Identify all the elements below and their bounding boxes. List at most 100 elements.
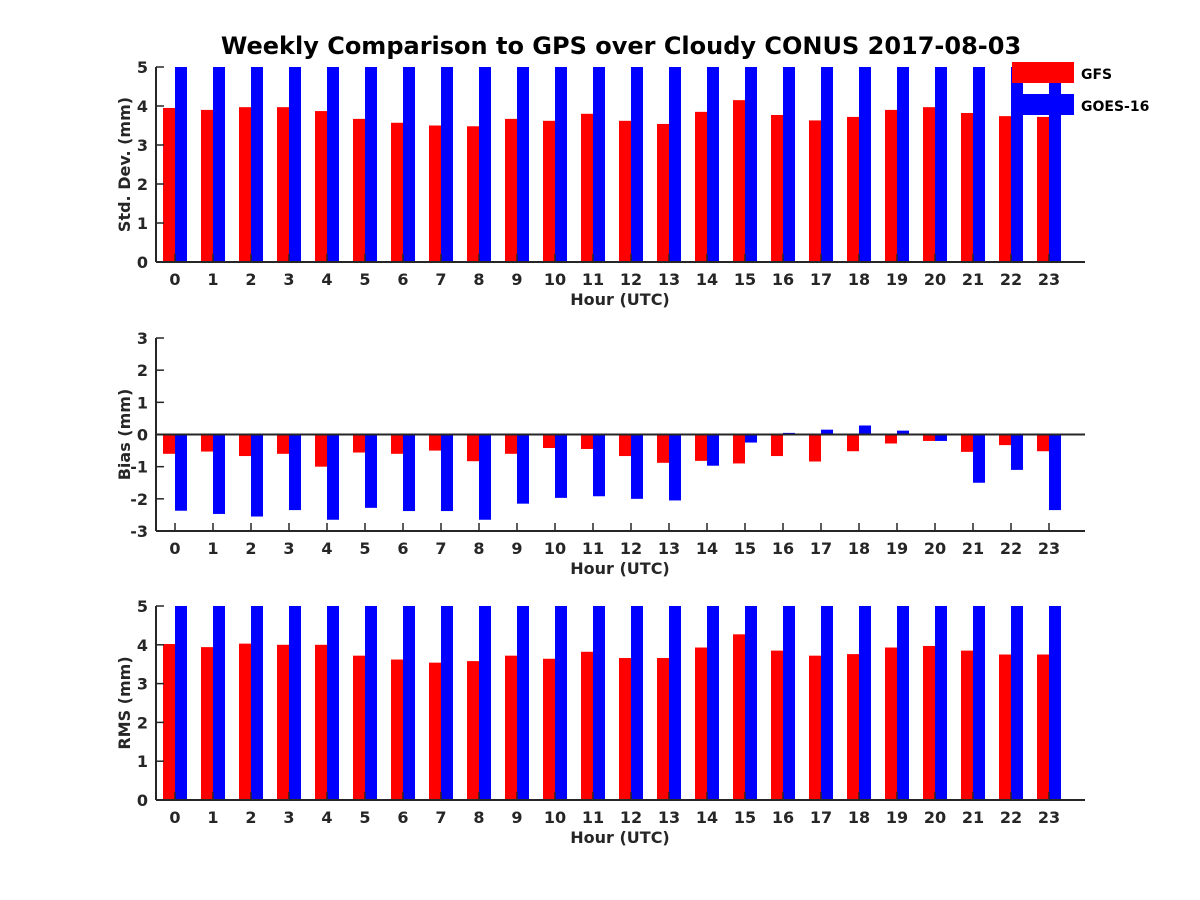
bar-goes16-23 xyxy=(1049,67,1061,262)
bar-goes16-18 xyxy=(859,425,871,435)
y-tick-label: 5 xyxy=(137,597,148,616)
bar-goes16-1 xyxy=(213,67,225,262)
bar-goes16-14 xyxy=(707,67,719,262)
bar-gfs-4 xyxy=(315,434,327,467)
bar-gfs-17 xyxy=(809,434,821,462)
x-tick-label: 5 xyxy=(359,808,370,827)
x-tick-label: 8 xyxy=(473,270,484,289)
bar-gfs-14 xyxy=(695,647,707,800)
bar-goes16-14 xyxy=(707,434,719,466)
bar-goes16-23 xyxy=(1049,434,1061,511)
bar-goes16-10 xyxy=(555,434,567,498)
bar-goes16-4 xyxy=(327,434,339,520)
bar-gfs-10 xyxy=(543,434,555,449)
x-tick-label: 3 xyxy=(283,270,294,289)
x-tick-label: 2 xyxy=(245,808,256,827)
x-tick-label: 4 xyxy=(321,270,332,289)
x-tick-label: 10 xyxy=(544,539,566,558)
bar-gfs-4 xyxy=(315,111,327,262)
x-tick-label: 23 xyxy=(1038,270,1060,289)
x-tick-label: 9 xyxy=(511,808,522,827)
x-tick-label: 16 xyxy=(772,808,794,827)
x-tick-label: 10 xyxy=(544,270,566,289)
bar-goes16-6 xyxy=(403,67,415,262)
x-tick-label: 9 xyxy=(511,270,522,289)
figure-title: Weekly Comparison to GPS over Cloudy CON… xyxy=(221,32,1021,60)
x-tick-label: 12 xyxy=(620,808,642,827)
bar-goes16-12 xyxy=(631,606,643,800)
bar-gfs-7 xyxy=(429,662,441,800)
bar-goes16-2 xyxy=(251,606,263,800)
bar-gfs-2 xyxy=(239,643,251,800)
x-tick-label: 12 xyxy=(620,270,642,289)
x-tick-label: 0 xyxy=(169,270,180,289)
bar-gfs-16 xyxy=(771,650,783,800)
bar-gfs-13 xyxy=(657,434,669,463)
x-tick-label: 13 xyxy=(658,270,680,289)
y-tick-label: 3 xyxy=(137,329,148,348)
bar-gfs-6 xyxy=(391,434,403,454)
x-tick-label: 6 xyxy=(397,539,408,558)
bar-goes16-4 xyxy=(327,606,339,800)
x-tick-label: 2 xyxy=(245,270,256,289)
y-tick-label: 1 xyxy=(137,393,148,412)
bar-gfs-11 xyxy=(581,434,593,449)
bar-goes16-19 xyxy=(897,430,909,435)
x-tick-label: 6 xyxy=(397,270,408,289)
x-tick-label: 15 xyxy=(734,270,756,289)
x-tick-label: 21 xyxy=(962,539,984,558)
bar-goes16-6 xyxy=(403,434,415,512)
bar-goes16-15 xyxy=(745,67,757,262)
x-tick-label: 15 xyxy=(734,539,756,558)
bar-gfs-14 xyxy=(695,111,707,262)
bar-goes16-17 xyxy=(821,429,833,435)
y-tick-label: 2 xyxy=(137,713,148,732)
bar-gfs-22 xyxy=(999,654,1011,800)
bar-goes16-8 xyxy=(479,434,491,520)
y-tick-label: 1 xyxy=(137,752,148,771)
bar-gfs-20 xyxy=(923,434,935,441)
bar-goes16-2 xyxy=(251,67,263,262)
bar-goes16-3 xyxy=(289,434,301,511)
x-tick-label: 8 xyxy=(473,539,484,558)
bar-goes16-22 xyxy=(1011,67,1023,262)
bar-goes16-17 xyxy=(821,606,833,800)
y-tick-label: 2 xyxy=(137,361,148,380)
bar-gfs-13 xyxy=(657,657,669,800)
x-tick-label: 11 xyxy=(582,808,604,827)
bar-goes16-8 xyxy=(479,67,491,262)
bar-gfs-2 xyxy=(239,434,251,457)
bar-goes16-9 xyxy=(517,434,529,504)
bar-gfs-22 xyxy=(999,116,1011,262)
bar-gfs-21 xyxy=(961,113,973,263)
x-axis-label: Hour (UTC) xyxy=(570,828,670,847)
y-tick-label: 1 xyxy=(137,214,148,233)
bar-goes16-2 xyxy=(251,434,263,517)
bar-gfs-19 xyxy=(885,647,897,800)
bar-goes16-22 xyxy=(1011,606,1023,800)
bar-gfs-0 xyxy=(163,644,175,800)
bar-goes16-20 xyxy=(935,434,947,441)
bar-gfs-15 xyxy=(733,434,745,464)
y-tick-label: 3 xyxy=(137,675,148,694)
y-tick-label: 4 xyxy=(137,636,148,655)
bar-goes16-6 xyxy=(403,606,415,800)
x-tick-label: 17 xyxy=(810,808,832,827)
bar-goes16-12 xyxy=(631,67,643,262)
bar-gfs-1 xyxy=(201,434,213,452)
x-tick-label: 5 xyxy=(359,539,370,558)
bar-goes16-7 xyxy=(441,606,453,800)
bar-gfs-3 xyxy=(277,434,289,454)
bar-gfs-12 xyxy=(619,120,631,262)
bar-gfs-10 xyxy=(543,658,555,800)
x-tick-label: 14 xyxy=(696,539,718,558)
bar-gfs-2 xyxy=(239,107,251,262)
bar-gfs-7 xyxy=(429,434,441,451)
bar-gfs-1 xyxy=(201,109,213,263)
bar-goes16-18 xyxy=(859,67,871,262)
y-tick-label: 0 xyxy=(137,253,148,272)
bar-gfs-16 xyxy=(771,114,783,262)
bar-goes16-10 xyxy=(555,67,567,262)
x-tick-label: 18 xyxy=(848,270,870,289)
x-tick-label: 22 xyxy=(1000,270,1022,289)
